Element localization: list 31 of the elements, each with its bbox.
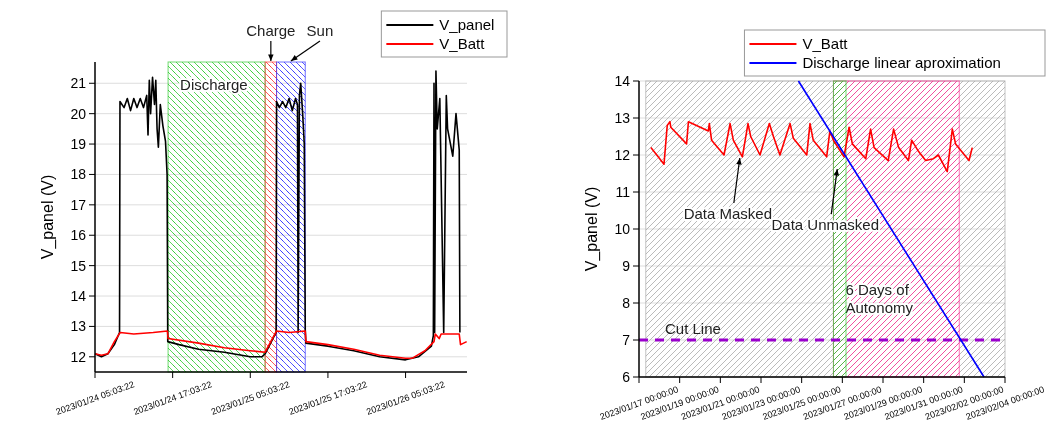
- y-tick-label: 18: [70, 166, 87, 183]
- y-tick-label: 12: [70, 348, 87, 365]
- legend-label: V_Batt: [802, 35, 849, 53]
- band-label: Charge: [246, 22, 296, 39]
- band-label: Sun: [306, 22, 334, 39]
- y-tick-label: 21: [70, 75, 87, 92]
- y-tick-label: 10: [614, 220, 631, 237]
- y-tick-label: 13: [70, 318, 87, 335]
- legend-label: V_Batt: [439, 35, 486, 53]
- y-axis-title: V_panel (V): [583, 186, 601, 272]
- line-series: [650, 120, 974, 173]
- y-tick-label: 7: [622, 331, 631, 348]
- y-tick-label: 14: [70, 287, 87, 304]
- y-tick-label: 16: [70, 227, 87, 244]
- y-tick-label: 11: [615, 183, 631, 200]
- line-series: [94, 330, 468, 360]
- y-tick-label: 12: [614, 146, 631, 163]
- y-tick-label: 17: [70, 196, 87, 213]
- y-tick-label: 19: [70, 135, 87, 152]
- y-tick-label: 8: [622, 294, 631, 311]
- y-axis-title: V_panel (V): [39, 174, 57, 260]
- y-tick-label: 9: [622, 257, 631, 274]
- y-tick-label: 13: [614, 109, 631, 126]
- legend-label: V_panel: [439, 16, 495, 34]
- y-tick-label: 15: [70, 257, 87, 274]
- y-tick-label: 20: [70, 105, 87, 122]
- legend-label: Discharge linear aproximation: [802, 54, 1001, 72]
- y-tick-label: 14: [614, 72, 631, 89]
- annotation: Data Masked: [683, 205, 773, 222]
- ref-line-label: Cut Line: [665, 320, 721, 337]
- y-tick-label: 6: [622, 368, 631, 385]
